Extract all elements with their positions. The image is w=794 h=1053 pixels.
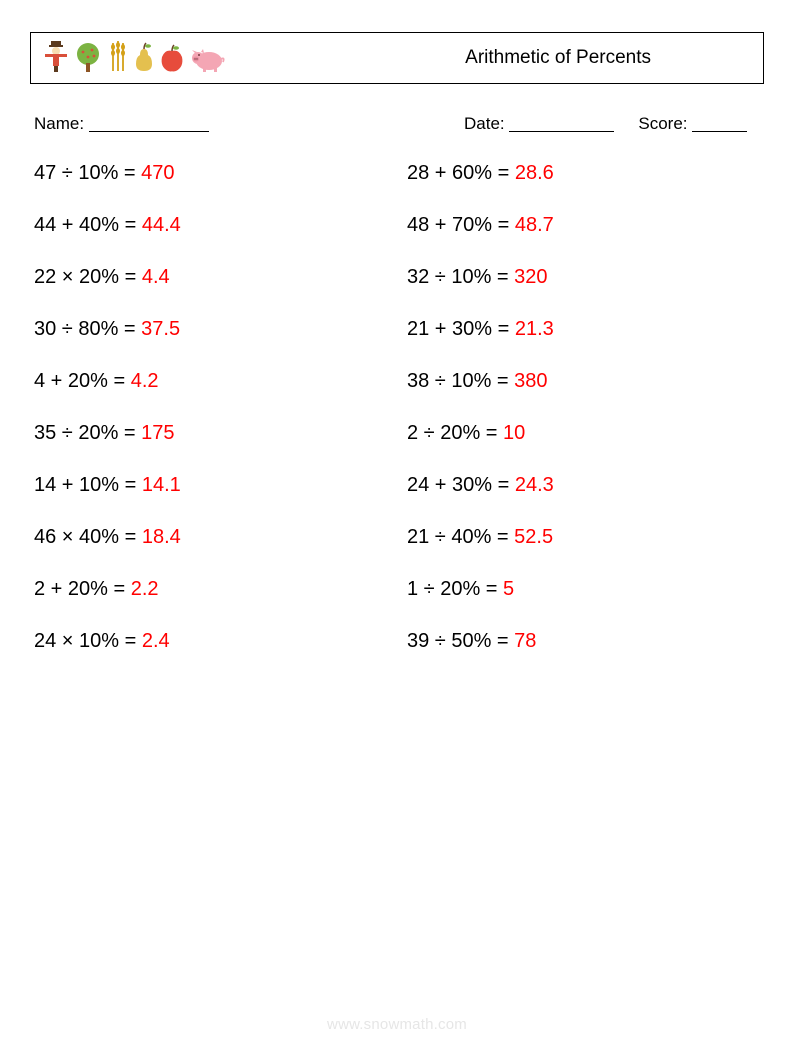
problem-answer: 4.2 bbox=[131, 370, 159, 392]
problem-left-4: 4 + 20% = 4.2 bbox=[34, 370, 387, 393]
problem-expression: 48 + 70% = bbox=[407, 214, 515, 236]
wheat-icon bbox=[107, 39, 129, 77]
problem-expression: 28 + 60% = bbox=[407, 162, 515, 184]
problem-right-3: 21 + 30% = 21.3 bbox=[407, 318, 760, 341]
problem-expression: 24 × 10% = bbox=[34, 630, 142, 652]
problem-answer: 78 bbox=[514, 630, 536, 652]
score-field: Score: bbox=[638, 114, 747, 134]
problem-answer: 10 bbox=[503, 422, 525, 444]
problem-answer: 37.5 bbox=[141, 318, 180, 340]
problem-left-6: 14 + 10% = 14.1 bbox=[34, 474, 387, 497]
problem-answer: 48.7 bbox=[515, 214, 554, 236]
problems-grid: 47 ÷ 10% = 470 28 + 60% = 28.6 44 + 40% … bbox=[30, 162, 764, 653]
problem-right-0: 28 + 60% = 28.6 bbox=[407, 162, 760, 185]
footer-watermark: www.snowmath.com bbox=[0, 1016, 794, 1033]
problem-expression: 47 ÷ 10% = bbox=[34, 162, 141, 184]
problem-expression: 35 ÷ 20% = bbox=[34, 422, 141, 444]
problem-answer: 52.5 bbox=[514, 526, 553, 548]
problem-expression: 22 × 20% = bbox=[34, 266, 142, 288]
problem-answer: 5 bbox=[503, 578, 514, 600]
problem-expression: 2 + 20% = bbox=[34, 578, 131, 600]
header-box: Arithmetic of Percents bbox=[30, 32, 764, 84]
problem-expression: 14 + 10% = bbox=[34, 474, 142, 496]
problem-expression: 4 + 20% = bbox=[34, 370, 131, 392]
problem-left-3: 30 ÷ 80% = 37.5 bbox=[34, 318, 387, 341]
problem-left-2: 22 × 20% = 4.4 bbox=[34, 266, 387, 289]
score-blank[interactable] bbox=[692, 131, 747, 132]
problem-right-4: 38 ÷ 10% = 380 bbox=[407, 370, 760, 393]
problem-answer: 14.1 bbox=[142, 474, 181, 496]
problem-answer: 470 bbox=[141, 162, 174, 184]
problem-answer: 44.4 bbox=[142, 214, 181, 236]
score-label: Score: bbox=[638, 114, 687, 133]
problem-expression: 46 × 40% = bbox=[34, 526, 142, 548]
tree-icon bbox=[73, 41, 103, 77]
worksheet-title: Arithmetic of Percents bbox=[465, 47, 751, 69]
problem-answer: 18.4 bbox=[142, 526, 181, 548]
problem-left-5: 35 ÷ 20% = 175 bbox=[34, 422, 387, 445]
problem-expression: 24 + 30% = bbox=[407, 474, 515, 496]
problem-answer: 28.6 bbox=[515, 162, 554, 184]
problem-expression: 44 + 40% = bbox=[34, 214, 142, 236]
problem-expression: 39 ÷ 50% = bbox=[407, 630, 514, 652]
name-label: Name: bbox=[34, 114, 84, 133]
problem-expression: 2 ÷ 20% = bbox=[407, 422, 503, 444]
problem-left-9: 24 × 10% = 2.4 bbox=[34, 630, 387, 653]
problem-left-0: 47 ÷ 10% = 470 bbox=[34, 162, 387, 185]
problem-right-6: 24 + 30% = 24.3 bbox=[407, 474, 760, 497]
meta-row: Name: Date: Score: bbox=[30, 114, 764, 134]
problem-left-8: 2 + 20% = 2.2 bbox=[34, 578, 387, 601]
problem-answer: 380 bbox=[514, 370, 547, 392]
pig-icon bbox=[189, 45, 225, 77]
problem-expression: 1 ÷ 20% = bbox=[407, 578, 503, 600]
problem-expression: 21 + 30% = bbox=[407, 318, 515, 340]
problem-right-9: 39 ÷ 50% = 78 bbox=[407, 630, 760, 653]
name-blank[interactable] bbox=[89, 131, 209, 132]
date-label: Date: bbox=[464, 114, 505, 133]
problem-expression: 30 ÷ 80% = bbox=[34, 318, 141, 340]
problem-right-8: 1 ÷ 20% = 5 bbox=[407, 578, 760, 601]
problem-left-7: 46 × 40% = 18.4 bbox=[34, 526, 387, 549]
problem-right-5: 2 ÷ 20% = 10 bbox=[407, 422, 760, 445]
problem-expression: 38 ÷ 10% = bbox=[407, 370, 514, 392]
problem-right-1: 48 + 70% = 48.7 bbox=[407, 214, 760, 237]
problem-answer: 175 bbox=[141, 422, 174, 444]
problem-answer: 320 bbox=[514, 266, 547, 288]
name-field: Name: bbox=[34, 114, 464, 134]
problem-expression: 21 ÷ 40% = bbox=[407, 526, 514, 548]
problem-right-2: 32 ÷ 10% = 320 bbox=[407, 266, 760, 289]
problem-answer: 4.4 bbox=[142, 266, 170, 288]
pear-icon bbox=[133, 41, 155, 77]
problem-expression: 32 ÷ 10% = bbox=[407, 266, 514, 288]
problem-right-7: 21 ÷ 40% = 52.5 bbox=[407, 526, 760, 549]
problem-left-1: 44 + 40% = 44.4 bbox=[34, 214, 387, 237]
worksheet-page: Arithmetic of Percents Name: Date: Score… bbox=[0, 0, 794, 653]
problem-answer: 2.2 bbox=[131, 578, 159, 600]
date-field: Date: bbox=[464, 114, 614, 134]
problem-answer: 24.3 bbox=[515, 474, 554, 496]
apple-icon bbox=[159, 43, 185, 77]
problem-answer: 2.4 bbox=[142, 630, 170, 652]
icon-strip bbox=[43, 39, 225, 77]
date-blank[interactable] bbox=[509, 131, 614, 132]
scarecrow-icon bbox=[43, 39, 69, 77]
problem-answer: 21.3 bbox=[515, 318, 554, 340]
